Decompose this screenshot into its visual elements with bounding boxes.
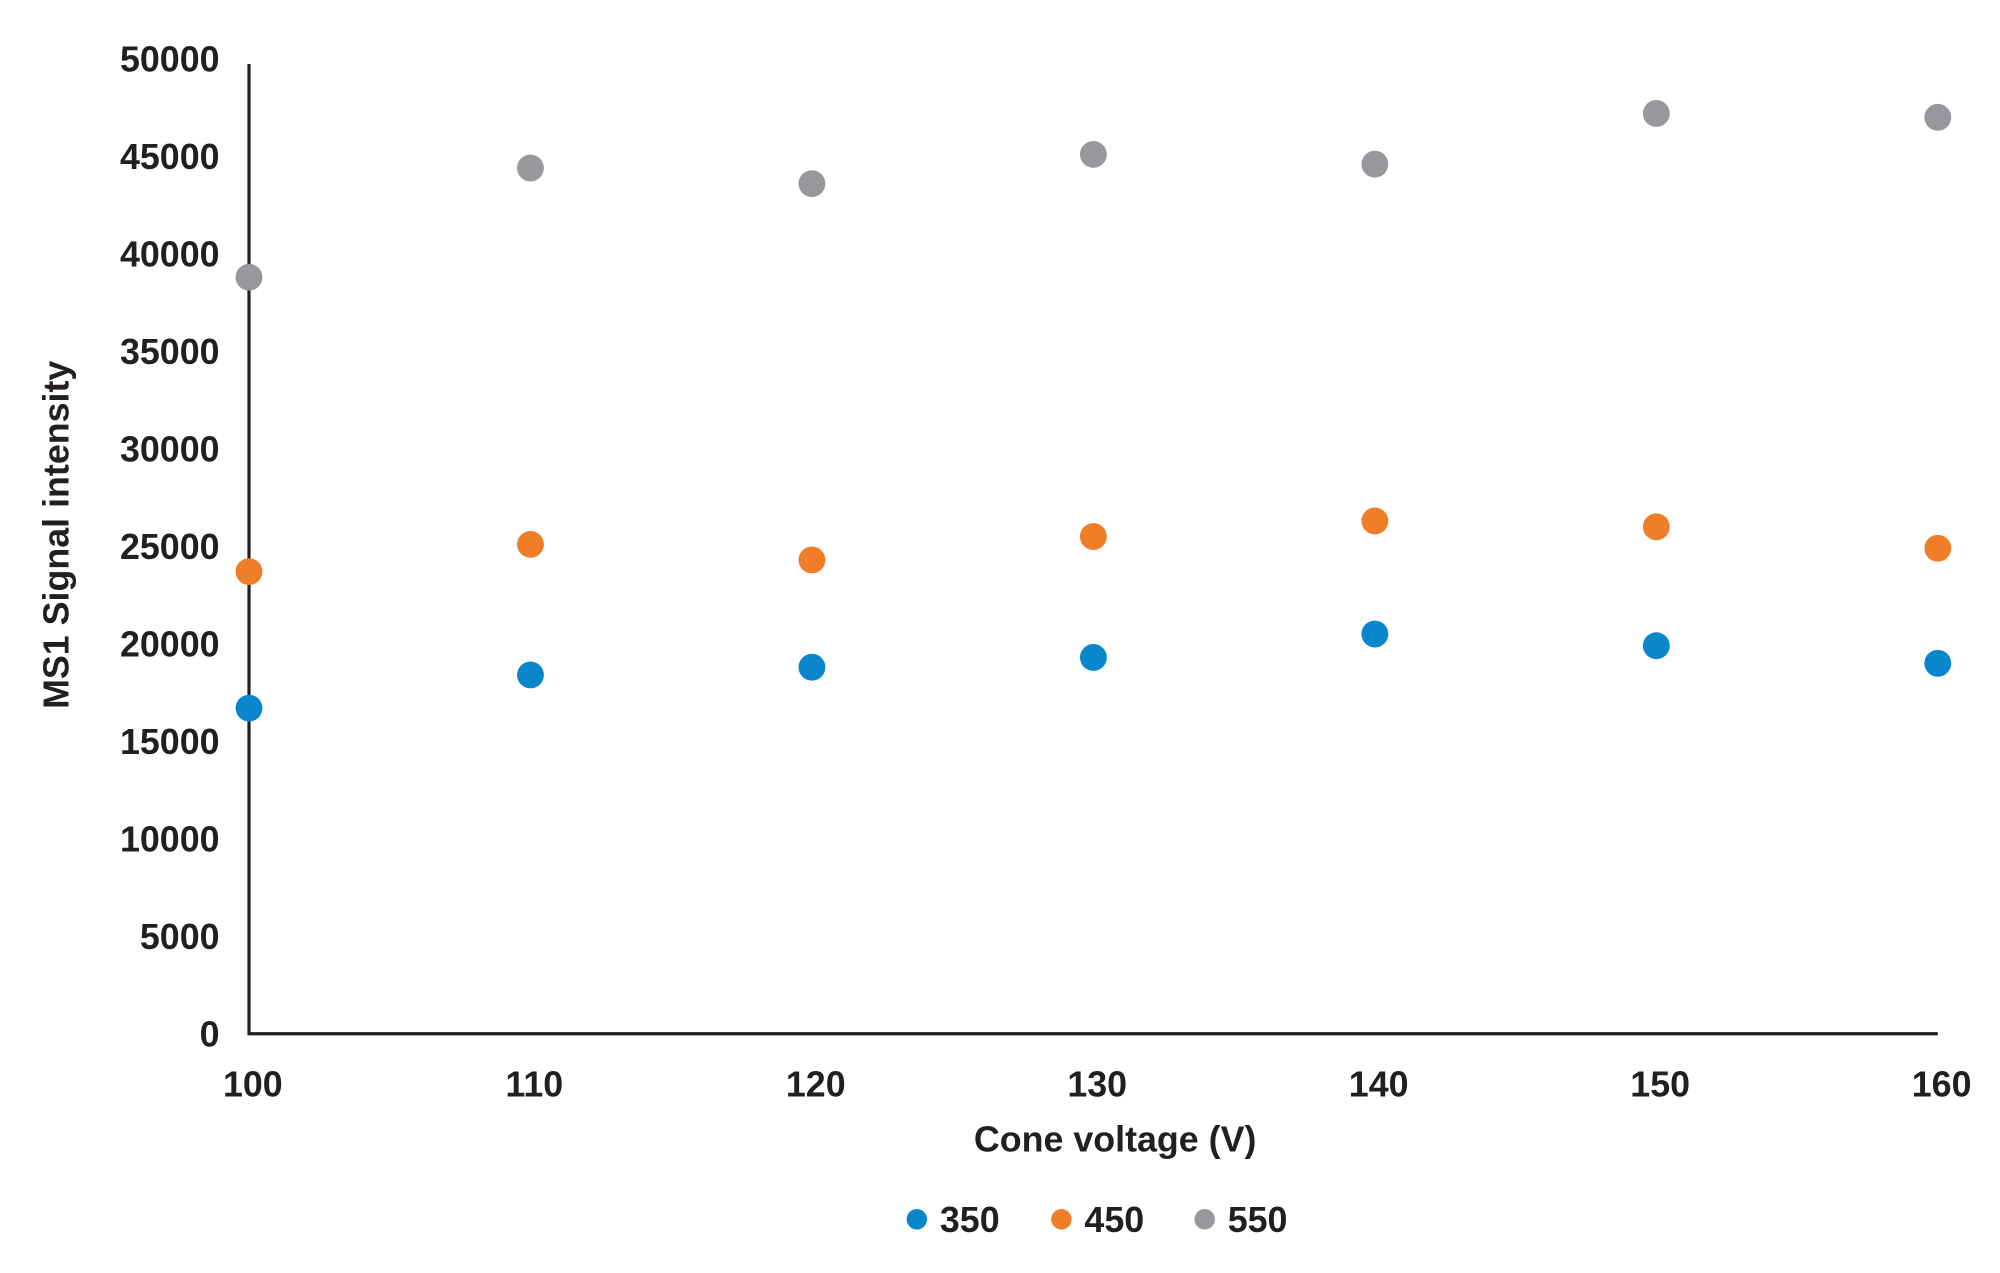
point-series-450 — [1079, 523, 1107, 550]
y-tick-label: 50000 — [120, 40, 220, 80]
y-tick-label: 40000 — [120, 235, 220, 275]
point-series-550 — [798, 170, 826, 198]
point-series-350 — [1079, 644, 1107, 671]
x-tick-label: 120 — [786, 1064, 846, 1104]
point-series-350 — [1642, 632, 1670, 660]
x-tick-label: 160 — [1912, 1064, 1972, 1104]
legend: 350 450 550 — [906, 1200, 1287, 1240]
point-series-550 — [1079, 140, 1107, 168]
y-tick-label: 10000 — [120, 820, 220, 860]
legend-item-450: 450 — [1051, 1200, 1144, 1240]
point-series-450 — [1924, 534, 1952, 562]
y-tick-label: 30000 — [120, 430, 220, 470]
y-tick-label: 20000 — [120, 625, 220, 665]
x-tick-label: 110 — [505, 1064, 563, 1104]
legend-label: 550 — [1228, 1200, 1288, 1240]
point-series-450 — [1642, 513, 1670, 541]
x-tick-label: 130 — [1067, 1064, 1127, 1104]
point-series-350 — [1924, 649, 1952, 677]
point-series-350 — [798, 653, 826, 681]
y-tick-label: 35000 — [120, 332, 220, 372]
x-tick-label: 140 — [1349, 1064, 1409, 1104]
legend-marker-icon — [906, 1209, 928, 1230]
legend-label: 350 — [940, 1200, 1000, 1240]
point-series-450 — [1361, 507, 1389, 535]
x-axis-ticks: 100 110 120 130 140 150 160 — [223, 1064, 1972, 1104]
y-tick-label: 0 — [200, 1015, 220, 1055]
x-tick-label: 100 — [223, 1064, 283, 1104]
point-series-350 — [235, 694, 263, 722]
legend-label: 450 — [1084, 1200, 1144, 1240]
legend-marker-icon — [1051, 1209, 1072, 1230]
point-series-350 — [1361, 620, 1389, 648]
legend-item-550: 550 — [1194, 1200, 1287, 1240]
y-tick-label: 15000 — [120, 722, 220, 762]
point-series-550 — [517, 154, 544, 182]
y-axis-label: MS1 Signal intensity — [37, 361, 77, 709]
point-series-450 — [235, 558, 263, 586]
point-series-450 — [517, 530, 544, 558]
x-tick-label: 150 — [1630, 1064, 1690, 1104]
y-axis-ticks: 0 5000 10000 15000 20000 25000 30000 35000 40000… — [120, 40, 220, 1055]
point-series-350 — [517, 661, 544, 689]
point-series-550 — [1924, 103, 1952, 131]
point-series-550 — [235, 263, 263, 291]
y-tick-label: 25000 — [120, 527, 220, 567]
data-points — [235, 100, 1952, 722]
y-tick-label: 45000 — [120, 137, 220, 177]
x-axis-label: Cone voltage (V) — [974, 1119, 1257, 1159]
point-series-550 — [1642, 100, 1670, 127]
legend-marker-icon — [1194, 1209, 1215, 1230]
legend-item-350: 350 — [906, 1200, 1000, 1240]
y-tick-label: 5000 — [140, 917, 220, 957]
point-series-550 — [1361, 150, 1389, 178]
point-series-450 — [798, 546, 826, 574]
